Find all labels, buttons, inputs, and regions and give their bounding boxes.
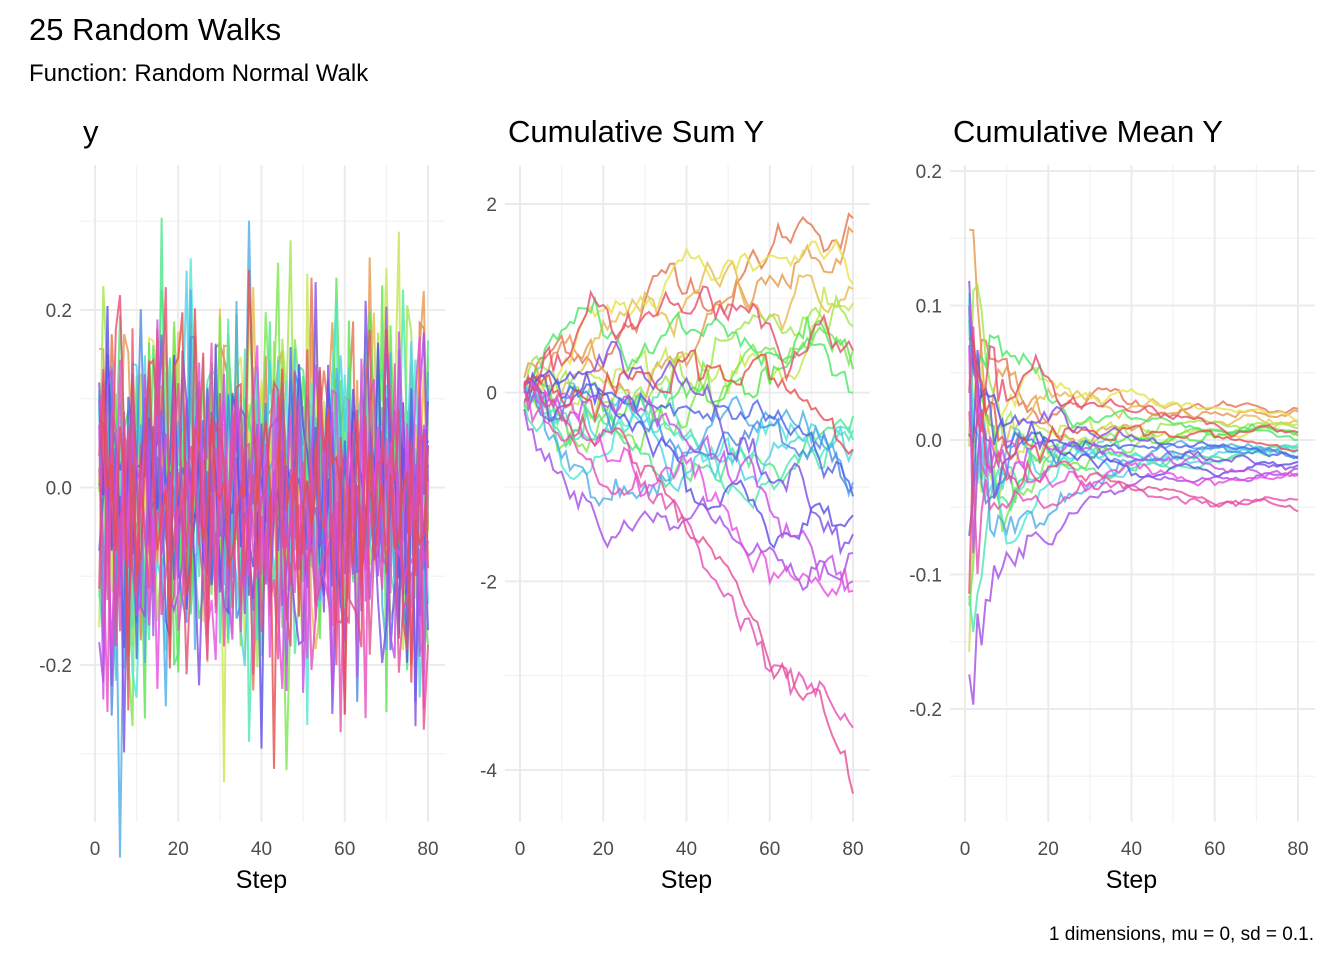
y-tick-label: 2 bbox=[486, 195, 497, 216]
x-tick-label: 20 bbox=[168, 839, 189, 860]
series-line-22 bbox=[523, 390, 854, 729]
series-line-11 bbox=[523, 383, 854, 510]
series-line-21 bbox=[968, 305, 1299, 493]
series-line-25 bbox=[523, 348, 854, 456]
y-tick-label: 0.1 bbox=[916, 297, 942, 318]
x-tick-label: 80 bbox=[842, 839, 863, 860]
series-line-22 bbox=[968, 411, 1299, 575]
series-line-1 bbox=[523, 212, 854, 393]
y-tick-label: -0.2 bbox=[909, 700, 942, 721]
y-tick-label: 0.2 bbox=[46, 301, 72, 322]
y-tick-label: -0.1 bbox=[909, 566, 942, 587]
x-tick-label: 60 bbox=[759, 839, 780, 860]
series-line-25 bbox=[968, 337, 1299, 465]
series-line-7 bbox=[523, 325, 854, 454]
panel-2: -0.2 -0.1 0.0 0.1 0.2 0 20 40 60 80 Cumulative Mea… bbox=[909, 114, 1315, 894]
x-tick-label: 60 bbox=[334, 839, 355, 860]
series-line-4 bbox=[968, 359, 1299, 443]
series-line-15 bbox=[524, 378, 854, 494]
series-line-21 bbox=[523, 376, 854, 598]
series-line-25 bbox=[98, 269, 429, 769]
x-axis-label: Step bbox=[661, 866, 712, 894]
y-tick-label: 0.0 bbox=[916, 431, 942, 452]
y-tick-label: -0.2 bbox=[39, 656, 72, 677]
series-line-24 bbox=[523, 285, 854, 404]
x-tick-label: 20 bbox=[593, 839, 614, 860]
panel-0: -0.2 0.0 0.2 0 20 40 60 80 y Step bbox=[39, 114, 445, 894]
series-line-17 bbox=[524, 369, 854, 550]
x-tick-label: 0 bbox=[515, 839, 526, 860]
chart-subtitle: Function: Random Normal Walk bbox=[29, 60, 369, 87]
x-tick-label: 80 bbox=[1287, 839, 1308, 860]
panel-title: Cumulative Sum Y bbox=[508, 114, 764, 149]
series-line-24 bbox=[968, 344, 1299, 594]
x-tick-label: 40 bbox=[676, 839, 697, 860]
x-tick-label: 0 bbox=[960, 839, 971, 860]
y-tick-label: -4 bbox=[480, 761, 497, 782]
series-line-23 bbox=[523, 373, 854, 794]
chart-title: 25 Random Walks bbox=[29, 12, 281, 47]
series-line-22 bbox=[98, 342, 429, 733]
panel-title: Cumulative Mean Y bbox=[953, 114, 1223, 149]
y-tick-label: 0.2 bbox=[916, 162, 942, 183]
series-line-9 bbox=[523, 294, 854, 394]
x-axis-label: Step bbox=[236, 866, 287, 894]
series-line-23 bbox=[98, 328, 429, 730]
series-line-11 bbox=[968, 434, 1299, 632]
x-tick-label: 40 bbox=[1121, 839, 1142, 860]
y-tick-label: 0 bbox=[486, 384, 497, 405]
x-axis-label: Step bbox=[1106, 866, 1157, 894]
panel-title: y bbox=[83, 114, 99, 149]
x-tick-label: 80 bbox=[417, 839, 438, 860]
series-line-15 bbox=[968, 306, 1299, 506]
x-tick-label: 40 bbox=[251, 839, 272, 860]
chart-caption: 1 dimensions, mu = 0, sd = 0.1. bbox=[1049, 924, 1314, 945]
series-line-23 bbox=[968, 326, 1299, 513]
x-tick-label: 20 bbox=[1038, 839, 1059, 860]
y-tick-label: -2 bbox=[480, 572, 497, 593]
x-tick-label: 0 bbox=[90, 839, 101, 860]
x-tick-label: 60 bbox=[1204, 839, 1225, 860]
series-line-24 bbox=[98, 287, 429, 711]
y-tick-label: 0.0 bbox=[46, 479, 72, 500]
